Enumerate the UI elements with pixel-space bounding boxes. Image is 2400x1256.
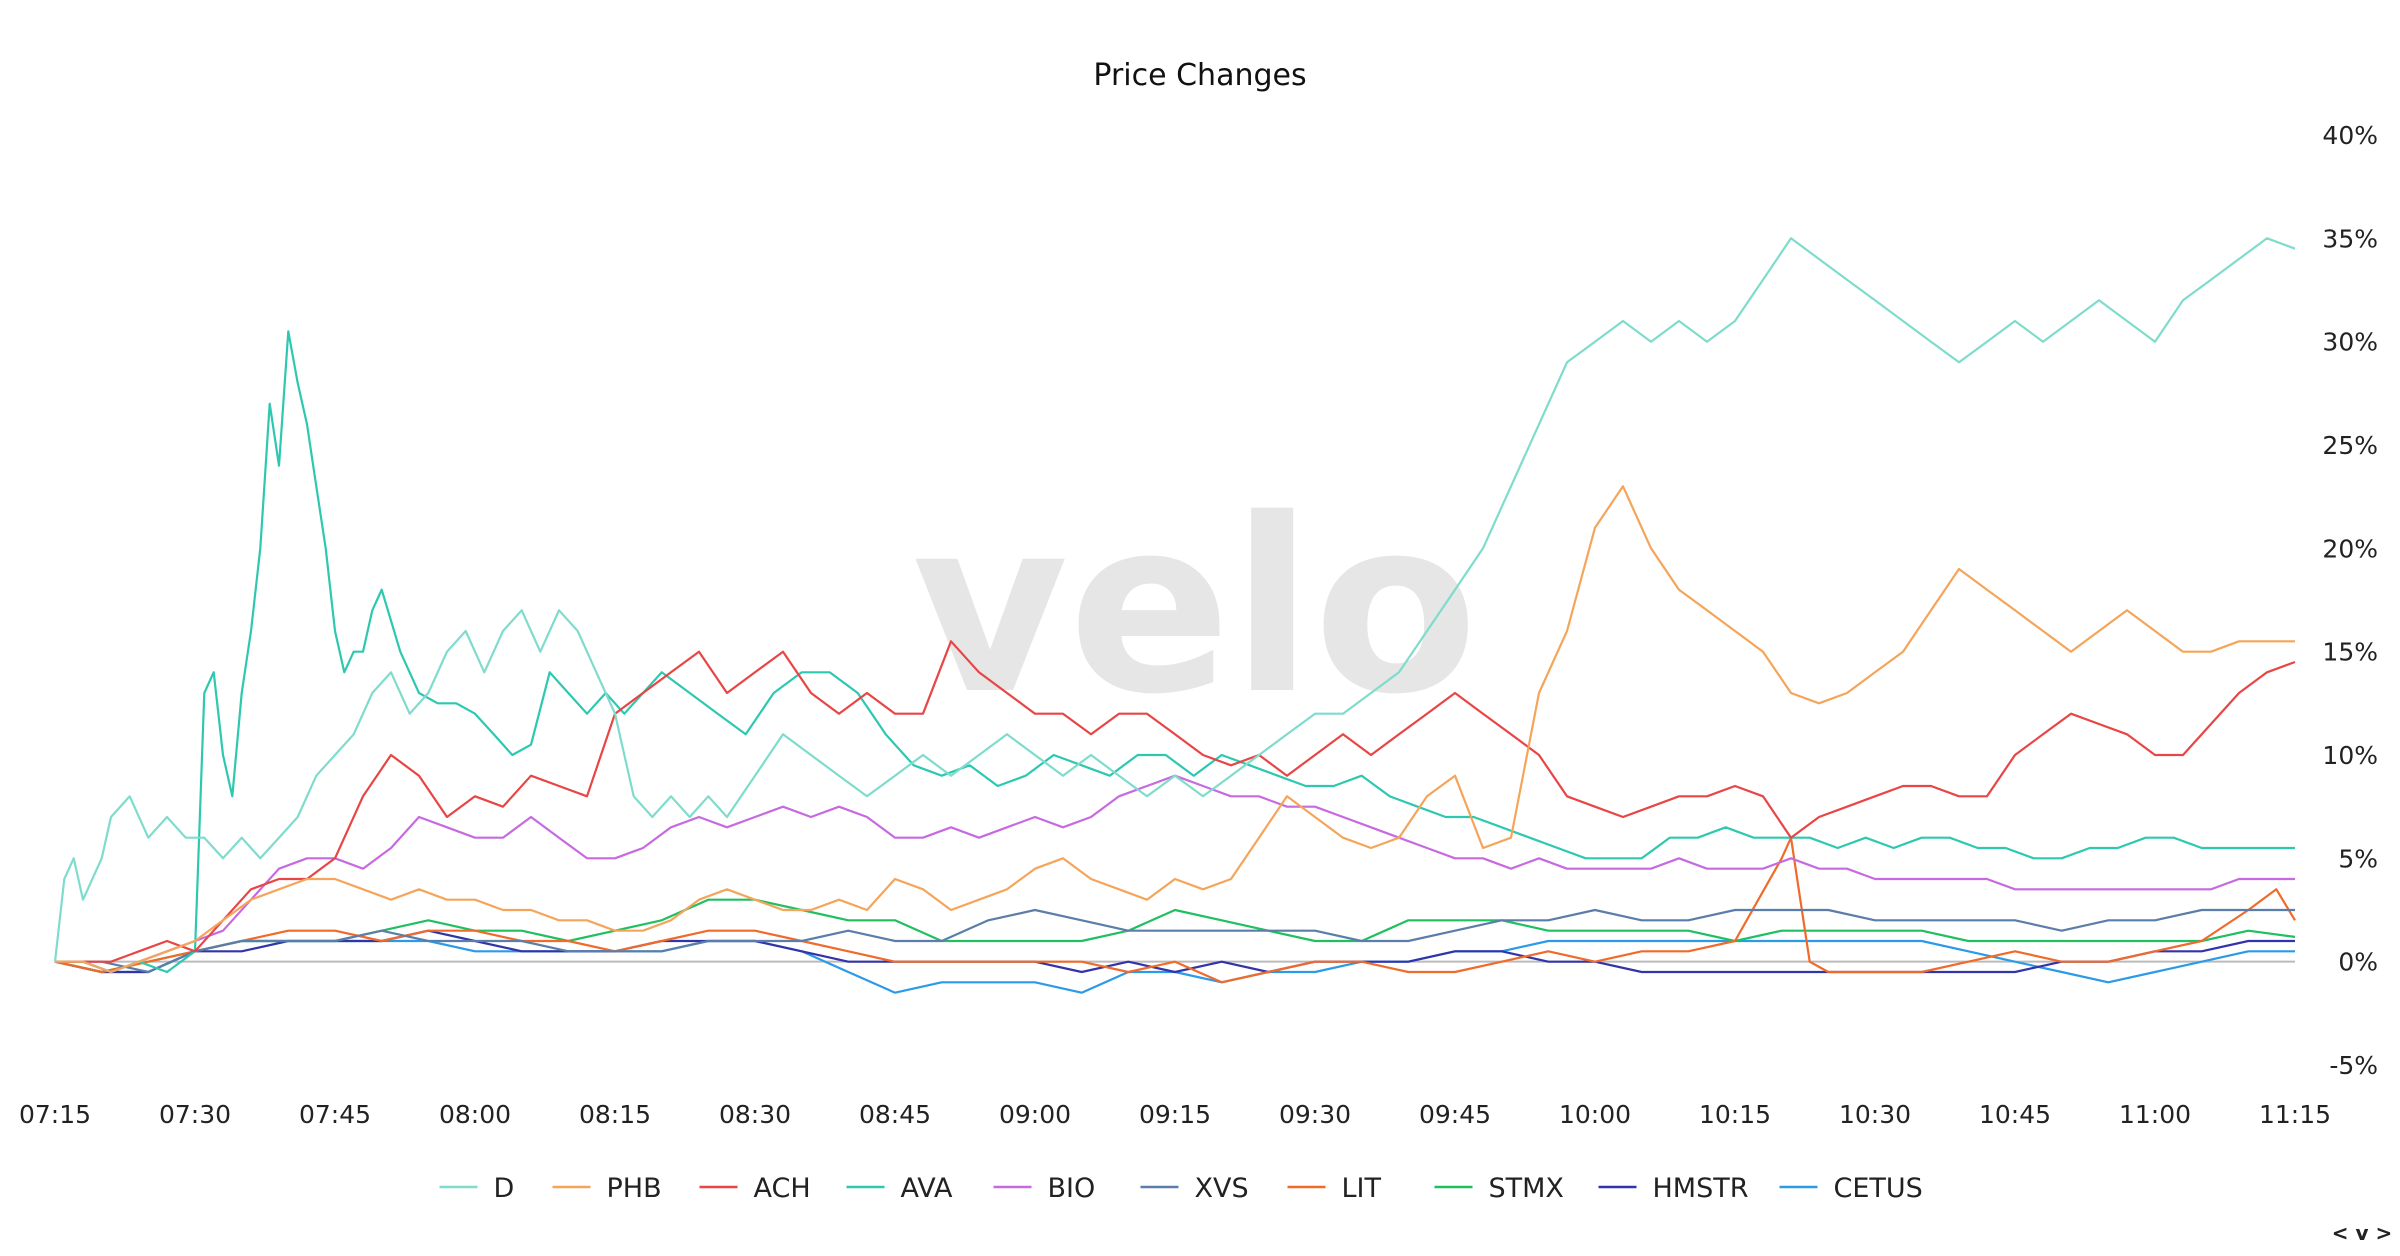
legend-item-xvs[interactable]: XVS (1140, 1173, 1249, 1204)
y-tick-label: 30% (2322, 328, 2378, 357)
series-lines (53, 237, 2296, 994)
series-line-lit (54, 836, 2296, 984)
legend: D PHB ACH AVA BIO XVS LIT STMX HMSTR CETUS (439, 1173, 1923, 1204)
legend-label: ACH (754, 1173, 811, 1204)
y-axis: -5% 0% 5% 10% 15% 20% 25% 30% 35% 40% (2322, 121, 2378, 1080)
x-tick-label: 08:00 (439, 1100, 511, 1129)
x-tick-label: 08:30 (719, 1100, 791, 1129)
legend-label: LIT (1342, 1173, 1382, 1204)
y-tick-label: 5% (2338, 844, 2378, 873)
chart-title: Price Changes (1093, 58, 1306, 93)
x-tick-label: 09:45 (1419, 1100, 1491, 1129)
y-tick-label: 20% (2322, 534, 2378, 563)
x-tick-label: 10:00 (1559, 1100, 1631, 1129)
y-tick-label: 40% (2322, 121, 2378, 150)
x-tick-label: 10:45 (1979, 1100, 2051, 1129)
series-line-ava (55, 330, 2295, 974)
y-tick-label: 10% (2322, 741, 2378, 770)
legend-item-bio[interactable]: BIO (993, 1173, 1096, 1204)
legend-item-ava[interactable]: AVA (846, 1173, 953, 1204)
x-tick-label: 08:45 (859, 1100, 931, 1129)
legend-item-cetus[interactable]: CETUS (1779, 1173, 1923, 1204)
legend-item-lit[interactable]: LIT (1287, 1173, 1382, 1204)
velo-watermark: velo (912, 467, 1478, 747)
chart-nav-controls[interactable]: < v > (2332, 1221, 2392, 1245)
legend-item-hmstr[interactable]: HMSTR (1598, 1173, 1749, 1204)
legend-label: STMX (1489, 1173, 1564, 1204)
legend-label: PHB (607, 1173, 662, 1204)
series-line-ach (55, 640, 2296, 963)
x-axis: 07:15 07:30 07:45 08:00 08:15 08:30 08:45 09:00… (19, 1100, 2331, 1129)
x-tick-label: 08:15 (579, 1100, 651, 1129)
x-tick-label: 10:15 (1699, 1100, 1771, 1129)
x-tick-label: 07:30 (159, 1100, 231, 1129)
series-line-d (53, 237, 2296, 962)
legend-item-phb[interactable]: PHB (552, 1173, 662, 1204)
x-tick-label: 10:30 (1839, 1100, 1911, 1129)
x-tick-label: 11:15 (2259, 1100, 2331, 1129)
y-tick-label: 35% (2322, 224, 2378, 253)
legend-item-stmx[interactable]: STMX (1434, 1173, 1564, 1204)
legend-item-d[interactable]: D (439, 1173, 515, 1204)
legend-item-ach[interactable]: ACH (699, 1173, 811, 1204)
x-tick-label: 11:00 (2119, 1100, 2191, 1129)
legend-label: AVA (901, 1173, 953, 1204)
legend-label: HMSTR (1653, 1173, 1749, 1204)
series-line-phb (55, 485, 2295, 974)
legend-label: XVS (1195, 1173, 1249, 1204)
series-line-hmstr (54, 929, 2295, 974)
y-tick-label: 0% (2338, 948, 2378, 977)
x-tick-label: 09:00 (999, 1100, 1071, 1129)
series-line-stmx (54, 898, 2296, 974)
x-tick-label: 09:30 (1279, 1100, 1351, 1129)
x-tick-label: 07:45 (299, 1100, 371, 1129)
y-tick-label: 15% (2322, 638, 2378, 667)
x-tick-label: 07:15 (19, 1100, 91, 1129)
series-line-bio (55, 774, 2295, 974)
series-line-cetus (54, 939, 2295, 994)
legend-label: CETUS (1834, 1173, 1923, 1204)
y-tick-label: 25% (2322, 431, 2378, 460)
legend-label: D (494, 1173, 515, 1204)
x-tick-label: 09:15 (1139, 1100, 1211, 1129)
legend-label: BIO (1048, 1173, 1096, 1204)
series-line-xvs (55, 908, 2295, 974)
y-tick-label: -5% (2329, 1051, 2378, 1080)
